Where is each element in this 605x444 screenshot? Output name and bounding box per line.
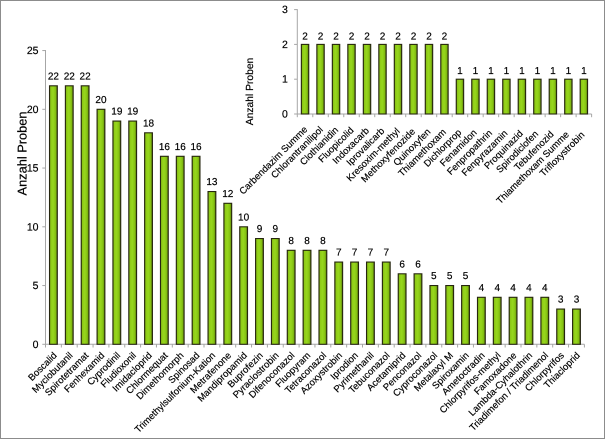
svg-text:1: 1 bbox=[519, 66, 525, 77]
svg-text:1: 1 bbox=[581, 66, 587, 77]
svg-text:16: 16 bbox=[175, 142, 187, 153]
svg-text:6: 6 bbox=[415, 259, 421, 270]
svg-text:20: 20 bbox=[95, 95, 107, 106]
svg-text:3: 3 bbox=[574, 295, 580, 306]
svg-text:8: 8 bbox=[304, 236, 310, 247]
svg-text:25: 25 bbox=[27, 45, 39, 57]
svg-text:2: 2 bbox=[426, 31, 432, 42]
svg-text:4: 4 bbox=[494, 283, 500, 294]
svg-text:Anzahl Proben: Anzahl Proben bbox=[245, 57, 256, 125]
svg-text:4: 4 bbox=[479, 283, 485, 294]
svg-text:13: 13 bbox=[206, 177, 218, 188]
svg-text:2: 2 bbox=[442, 31, 448, 42]
svg-text:20: 20 bbox=[27, 104, 39, 116]
svg-text:2: 2 bbox=[333, 31, 339, 42]
svg-text:6: 6 bbox=[399, 259, 405, 270]
svg-text:5: 5 bbox=[463, 271, 469, 282]
svg-text:1: 1 bbox=[488, 66, 494, 77]
svg-text:5: 5 bbox=[431, 271, 437, 282]
svg-text:7: 7 bbox=[383, 248, 389, 259]
svg-text:0: 0 bbox=[282, 109, 288, 121]
svg-text:22: 22 bbox=[64, 71, 76, 82]
svg-text:1: 1 bbox=[504, 66, 510, 77]
svg-text:22: 22 bbox=[48, 71, 60, 82]
svg-text:4: 4 bbox=[526, 283, 532, 294]
svg-text:1: 1 bbox=[457, 66, 463, 77]
svg-text:1: 1 bbox=[473, 66, 479, 77]
svg-text:3: 3 bbox=[558, 295, 564, 306]
svg-text:10: 10 bbox=[27, 221, 39, 233]
svg-text:10: 10 bbox=[238, 212, 250, 223]
svg-text:18: 18 bbox=[143, 118, 155, 129]
svg-text:16: 16 bbox=[159, 142, 171, 153]
svg-text:2: 2 bbox=[282, 39, 288, 51]
svg-text:7: 7 bbox=[336, 248, 342, 259]
svg-text:2: 2 bbox=[349, 31, 355, 42]
svg-text:1: 1 bbox=[550, 66, 556, 77]
svg-text:16: 16 bbox=[191, 142, 203, 153]
svg-text:8: 8 bbox=[320, 236, 326, 247]
svg-text:5: 5 bbox=[33, 280, 39, 292]
svg-text:7: 7 bbox=[368, 248, 374, 259]
svg-text:2: 2 bbox=[302, 31, 308, 42]
svg-text:2: 2 bbox=[411, 31, 417, 42]
svg-text:2: 2 bbox=[318, 31, 324, 42]
svg-text:2: 2 bbox=[395, 31, 401, 42]
svg-text:22: 22 bbox=[80, 71, 92, 82]
svg-text:9: 9 bbox=[273, 224, 279, 235]
svg-text:Anzahl Proben: Anzahl Proben bbox=[14, 112, 29, 196]
svg-text:19: 19 bbox=[111, 107, 123, 118]
svg-text:4: 4 bbox=[542, 283, 548, 294]
svg-text:2: 2 bbox=[364, 31, 370, 42]
svg-text:2: 2 bbox=[380, 31, 386, 42]
svg-text:12: 12 bbox=[222, 189, 234, 200]
svg-text:1: 1 bbox=[535, 66, 541, 77]
svg-text:15: 15 bbox=[27, 163, 39, 175]
svg-text:3: 3 bbox=[282, 4, 288, 16]
svg-text:5: 5 bbox=[447, 271, 453, 282]
svg-text:4: 4 bbox=[510, 283, 516, 294]
svg-text:1: 1 bbox=[566, 66, 572, 77]
svg-text:7: 7 bbox=[352, 248, 358, 259]
svg-text:8: 8 bbox=[288, 236, 294, 247]
svg-text:9: 9 bbox=[257, 224, 263, 235]
svg-text:0: 0 bbox=[33, 339, 39, 351]
svg-text:1: 1 bbox=[282, 74, 288, 86]
svg-text:19: 19 bbox=[127, 107, 139, 118]
